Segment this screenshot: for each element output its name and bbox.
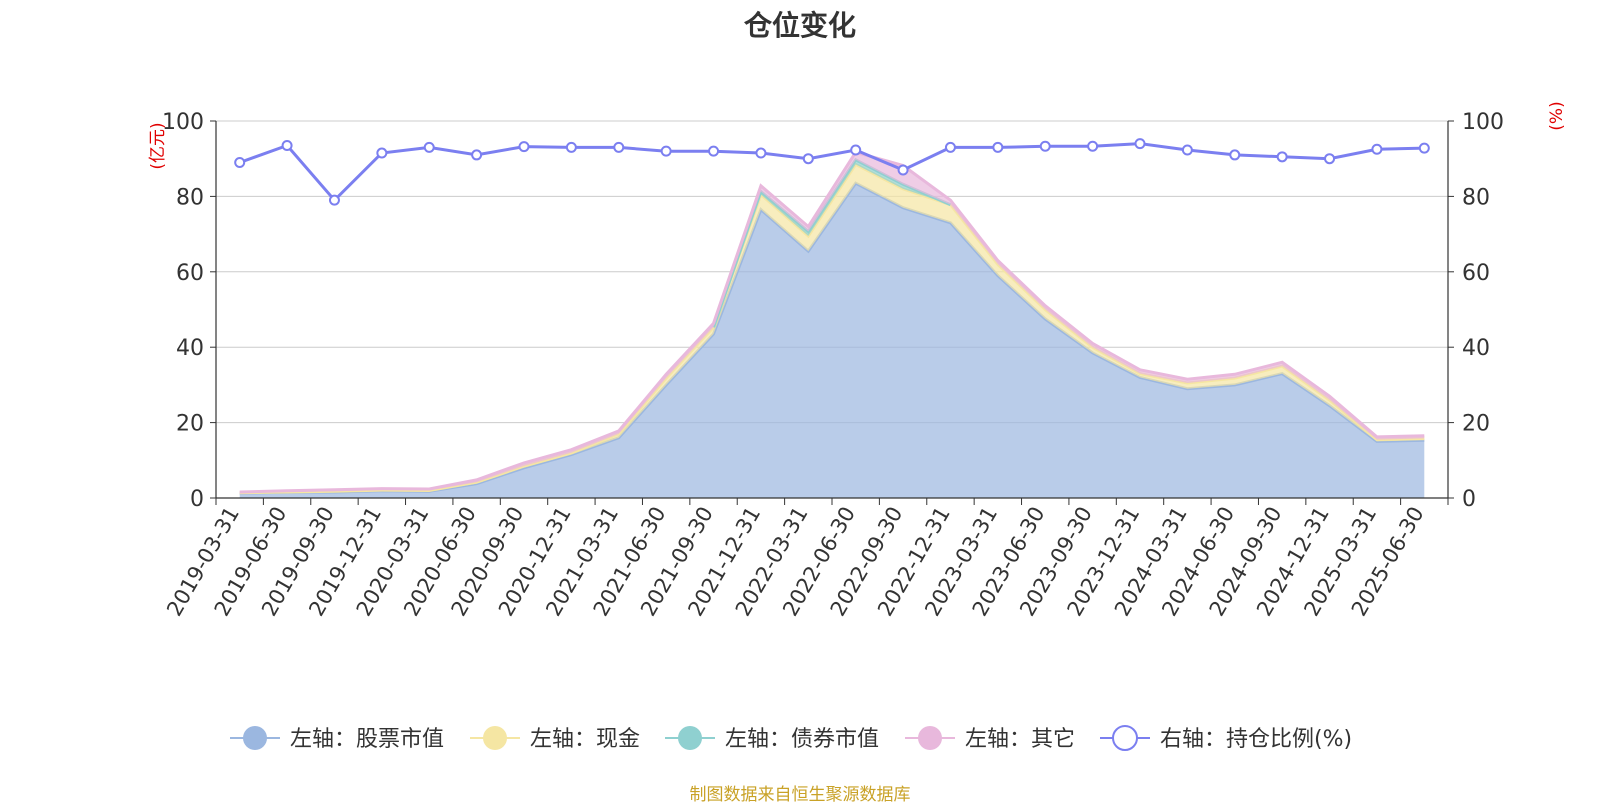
ratio-point[interactable]	[1087, 140, 1099, 152]
legend-item[interactable]: 左轴：债券市值	[665, 726, 879, 752]
ratio-point[interactable]	[992, 141, 1004, 153]
legend-marker-icon	[1112, 725, 1138, 751]
y-left-tick-label: 20	[176, 412, 204, 437]
ratio-point[interactable]	[1276, 151, 1288, 163]
ratio-series-line	[239, 142, 1425, 203]
legend-item[interactable]: 左轴：股票市值	[230, 726, 444, 752]
legend-label: 左轴：债券市值	[725, 727, 879, 752]
ratio-point[interactable]	[1324, 153, 1336, 165]
area-top-line	[239, 150, 1425, 494]
ratio-point[interactable]	[328, 194, 340, 206]
y-left-tick-label: 100	[162, 110, 204, 135]
y-left-tick-label: 80	[176, 185, 204, 210]
legend-label: 左轴：股票市值	[290, 727, 444, 752]
ratio-point[interactable]	[565, 141, 577, 153]
y-right-unit-label: (%)	[1547, 101, 1567, 130]
y-left-tick-label: 40	[176, 336, 204, 361]
ratio-point[interactable]	[471, 149, 483, 161]
y-right-tick-label: 40	[1462, 336, 1490, 361]
ratio-point[interactable]	[1229, 149, 1241, 161]
ratio-point[interactable]	[1418, 142, 1430, 154]
stacked-areas	[239, 150, 1425, 498]
y-left-tick-label: 0	[190, 487, 204, 512]
area-segment	[239, 183, 1425, 498]
source-note: 制图数据来自恒生聚源数据库	[689, 785, 911, 805]
ratio-point[interactable]	[423, 141, 435, 153]
ratio-point[interactable]	[755, 147, 767, 159]
legend-marker-icon	[918, 726, 942, 750]
ratio-point[interactable]	[802, 153, 814, 165]
legend-marker-icon	[678, 726, 702, 750]
ratio-point[interactable]	[850, 144, 862, 156]
ratio-point[interactable]	[1181, 144, 1193, 156]
legend-label: 右轴：持仓比例(%)	[1160, 727, 1352, 752]
legend-item[interactable]: 左轴：其它	[905, 726, 1075, 752]
ratio-point[interactable]	[1134, 138, 1146, 150]
legend-marker-icon	[243, 726, 267, 750]
ratio-point[interactable]	[1039, 140, 1051, 152]
legend-label: 左轴：现金	[530, 727, 640, 752]
legend-label: 左轴：其它	[965, 727, 1075, 752]
y-right-tick-label: 0	[1462, 487, 1476, 512]
legend-item[interactable]: 左轴：现金	[470, 726, 640, 752]
chart-title: 仓位变化	[743, 9, 856, 42]
y-left-unit-label: (亿元)	[148, 122, 168, 169]
ratio-point[interactable]	[897, 164, 909, 176]
ratio-point[interactable]	[376, 147, 388, 159]
ratio-point[interactable]	[1371, 143, 1383, 155]
y-right-tick-label: 20	[1462, 412, 1490, 437]
y-right-tick-label: 80	[1462, 185, 1490, 210]
legend-item[interactable]: 右轴：持仓比例(%)	[1100, 725, 1352, 752]
ratio-point[interactable]	[660, 145, 672, 157]
y-right-tick-label: 100	[1462, 110, 1504, 135]
ratio-line	[234, 138, 1430, 206]
y-left-tick-label: 60	[176, 261, 204, 286]
ratio-point[interactable]	[944, 141, 956, 153]
ratio-point[interactable]	[708, 145, 720, 157]
ratio-point[interactable]	[234, 156, 246, 168]
legend: 左轴：股票市值 左轴：现金 左轴：债券市值 左轴：其它 右轴：持仓比例(%)	[230, 725, 1352, 752]
ratio-point[interactable]	[281, 140, 293, 152]
ratio-point[interactable]	[613, 141, 625, 153]
legend-marker-icon	[483, 726, 507, 750]
y-right-tick-label: 60	[1462, 261, 1490, 286]
ratio-point[interactable]	[518, 141, 530, 153]
